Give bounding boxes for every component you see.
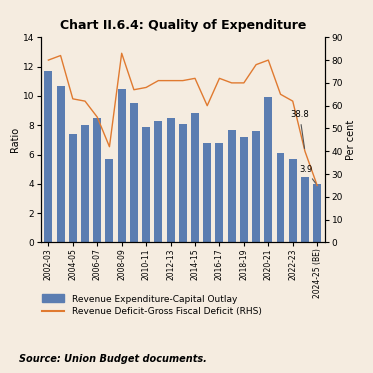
Bar (167, 118, 175, 242)
Bar (276, 153, 285, 242)
Bar (264, 97, 272, 242)
Bar (57, 86, 65, 242)
Bar (106, 159, 113, 242)
Title: Chart II.6.4: Quality of Expenditure: Chart II.6.4: Quality of Expenditure (60, 19, 306, 32)
Bar (216, 143, 223, 242)
Bar (69, 134, 77, 242)
Bar (81, 125, 89, 242)
Bar (203, 143, 211, 242)
Bar (313, 184, 321, 242)
Text: 3.9: 3.9 (299, 165, 316, 183)
Bar (301, 176, 309, 242)
Text: 38.8: 38.8 (290, 110, 309, 148)
Bar (240, 137, 248, 242)
Bar (228, 130, 236, 242)
Bar (118, 88, 126, 242)
Bar (130, 103, 138, 242)
Bar (289, 159, 297, 242)
Legend: Revenue Expenditure-Capital Outlay, Revenue Deficit-Gross Fiscal Deficit (RHS): Revenue Expenditure-Capital Outlay, Reve… (42, 294, 261, 316)
Text: Source: Union Budget documents.: Source: Union Budget documents. (19, 354, 207, 364)
Bar (93, 118, 101, 242)
Bar (154, 121, 162, 242)
Bar (252, 131, 260, 242)
Bar (44, 71, 52, 242)
Y-axis label: Per cent: Per cent (346, 120, 356, 160)
Bar (142, 127, 150, 242)
Bar (191, 113, 199, 242)
Bar (179, 124, 187, 242)
Y-axis label: Ratio: Ratio (10, 127, 20, 153)
